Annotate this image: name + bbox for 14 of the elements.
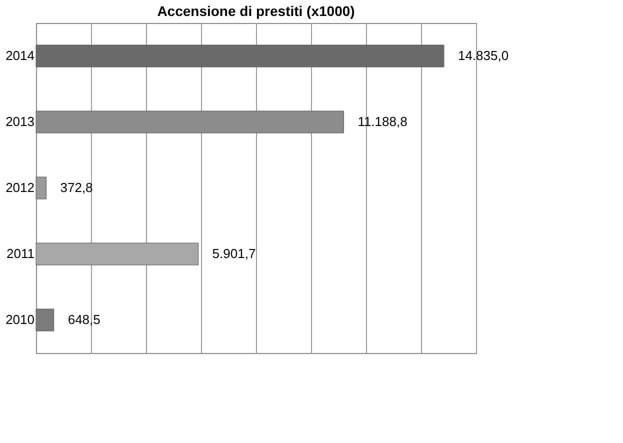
data-label: 648,5 <box>68 312 100 327</box>
y-tick-label: 2014 <box>6 48 34 63</box>
y-tick-label: 2011 <box>6 246 34 261</box>
data-label: 5.901,7 <box>212 246 256 261</box>
y-tick-label: 2013 <box>6 114 34 129</box>
chart-title: Accensione di prestiti (x1000) <box>157 3 355 19</box>
bar <box>36 176 46 200</box>
y-tick-label: 2012 <box>6 180 34 195</box>
data-label: 11.188,8 <box>358 114 408 129</box>
bar <box>36 242 199 266</box>
data-label: 372,8 <box>60 180 93 195</box>
y-tick-label: 2010 <box>6 312 34 327</box>
data-label: 14.835,0 <box>458 48 509 63</box>
bar <box>36 44 444 68</box>
